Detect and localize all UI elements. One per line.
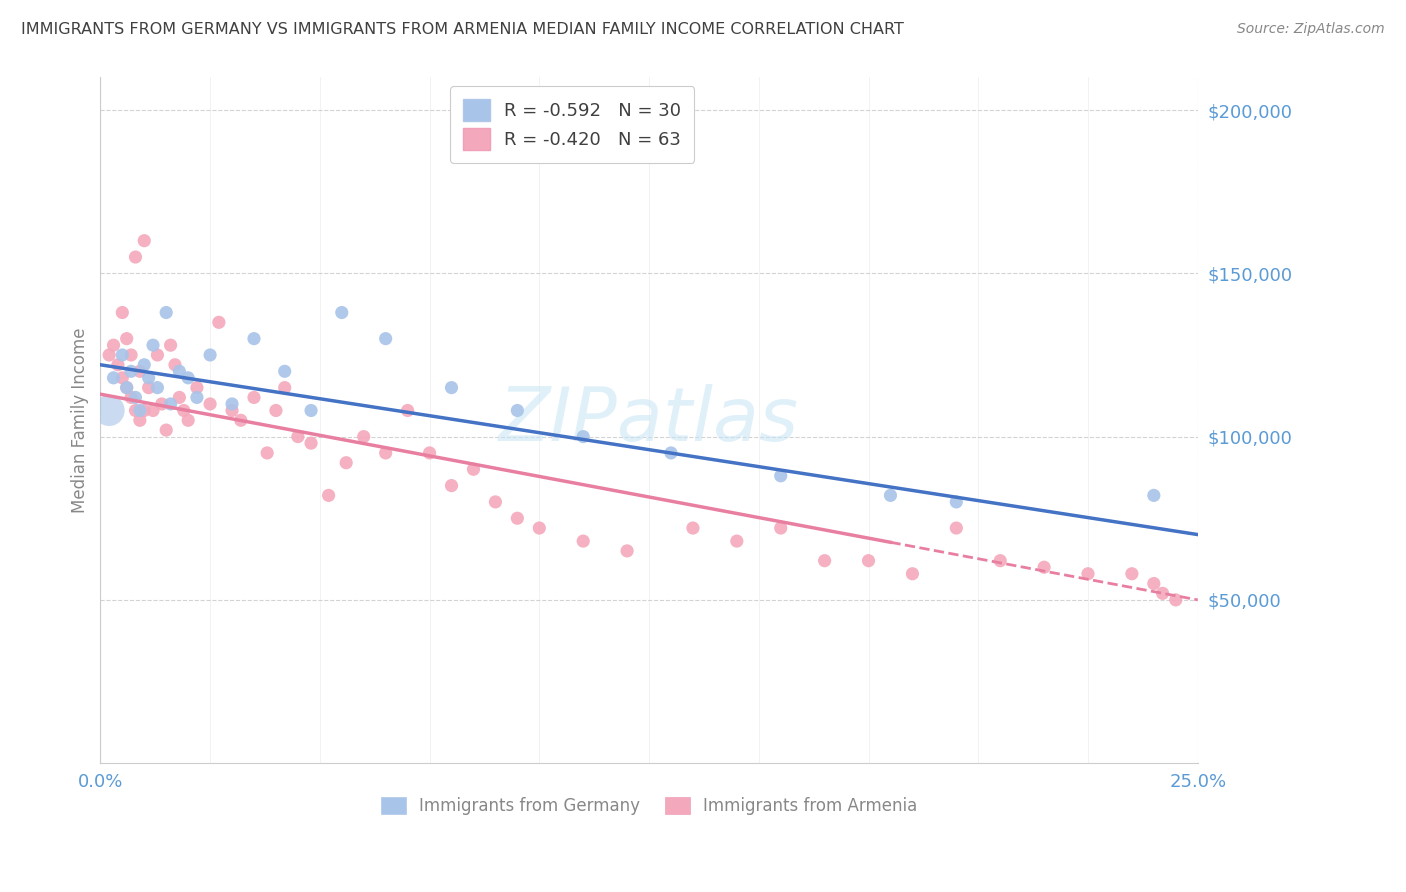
Point xyxy=(659,446,682,460)
Point xyxy=(169,364,191,378)
Point xyxy=(440,478,463,492)
Point xyxy=(186,381,208,395)
Point xyxy=(988,554,1011,568)
Point xyxy=(198,397,221,411)
Point xyxy=(484,495,506,509)
Point xyxy=(115,381,138,395)
Point xyxy=(1121,566,1143,581)
Point xyxy=(353,429,375,443)
Point xyxy=(1143,488,1166,502)
Text: Source: ZipAtlas.com: Source: ZipAtlas.com xyxy=(1237,22,1385,37)
Point xyxy=(287,429,309,443)
Point xyxy=(330,305,353,319)
Point xyxy=(463,462,485,476)
Point xyxy=(945,521,967,535)
Point xyxy=(128,413,150,427)
Point xyxy=(945,495,967,509)
Point xyxy=(858,554,880,568)
Point xyxy=(150,397,173,411)
Point xyxy=(124,403,146,417)
Point xyxy=(879,488,901,502)
Point xyxy=(1143,576,1166,591)
Point xyxy=(901,566,924,581)
Point xyxy=(98,403,121,417)
Point xyxy=(374,332,396,346)
Point xyxy=(1033,560,1056,574)
Point xyxy=(506,511,529,525)
Point xyxy=(159,397,181,411)
Point xyxy=(120,364,142,378)
Point xyxy=(155,305,177,319)
Point xyxy=(264,403,287,417)
Point xyxy=(769,521,792,535)
Point xyxy=(124,391,146,405)
Point xyxy=(173,403,195,417)
Point xyxy=(506,403,529,417)
Point xyxy=(103,371,125,385)
Point xyxy=(572,534,595,549)
Point xyxy=(111,305,134,319)
Point xyxy=(111,348,134,362)
Point xyxy=(529,521,551,535)
Point xyxy=(273,381,295,395)
Point xyxy=(243,332,266,346)
Point xyxy=(146,381,169,395)
Point xyxy=(616,544,638,558)
Point xyxy=(111,371,134,385)
Point xyxy=(138,381,160,395)
Point xyxy=(138,371,160,385)
Point xyxy=(177,413,200,427)
Point xyxy=(169,391,191,405)
Point xyxy=(128,403,150,417)
Text: ZIPatlas: ZIPatlas xyxy=(499,384,799,457)
Point xyxy=(120,348,142,362)
Point xyxy=(1164,592,1187,607)
Point xyxy=(134,358,156,372)
Point xyxy=(177,371,200,385)
Point xyxy=(335,456,357,470)
Point xyxy=(1077,566,1099,581)
Point xyxy=(115,381,138,395)
Point xyxy=(124,250,146,264)
Point xyxy=(299,436,322,450)
Point xyxy=(419,446,441,460)
Text: IMMIGRANTS FROM GERMANY VS IMMIGRANTS FROM ARMENIA MEDIAN FAMILY INCOME CORRELAT: IMMIGRANTS FROM GERMANY VS IMMIGRANTS FR… xyxy=(21,22,904,37)
Point xyxy=(142,403,165,417)
Point xyxy=(1152,586,1174,600)
Point xyxy=(243,391,266,405)
Point xyxy=(98,348,121,362)
Point xyxy=(318,488,340,502)
Point xyxy=(273,364,295,378)
Point xyxy=(256,446,278,460)
Point xyxy=(221,403,243,417)
Point xyxy=(229,413,252,427)
Point xyxy=(159,338,181,352)
Point xyxy=(299,403,322,417)
Point xyxy=(120,391,142,405)
Legend: Immigrants from Germany, Immigrants from Armenia: Immigrants from Germany, Immigrants from… xyxy=(373,789,925,823)
Point xyxy=(374,446,396,460)
Point xyxy=(107,358,129,372)
Point xyxy=(440,381,463,395)
Point xyxy=(146,348,169,362)
Point xyxy=(155,423,177,437)
Point xyxy=(198,348,221,362)
Point xyxy=(396,403,419,417)
Point xyxy=(186,391,208,405)
Point xyxy=(134,234,156,248)
Point xyxy=(142,338,165,352)
Point xyxy=(128,364,150,378)
Point xyxy=(221,397,243,411)
Point xyxy=(725,534,748,549)
Point xyxy=(115,332,138,346)
Point xyxy=(103,338,125,352)
Point xyxy=(208,315,231,329)
Point xyxy=(769,468,792,483)
Point xyxy=(572,429,595,443)
Y-axis label: Median Family Income: Median Family Income xyxy=(72,327,89,513)
Point xyxy=(682,521,704,535)
Point xyxy=(814,554,837,568)
Point xyxy=(163,358,186,372)
Point xyxy=(134,403,156,417)
